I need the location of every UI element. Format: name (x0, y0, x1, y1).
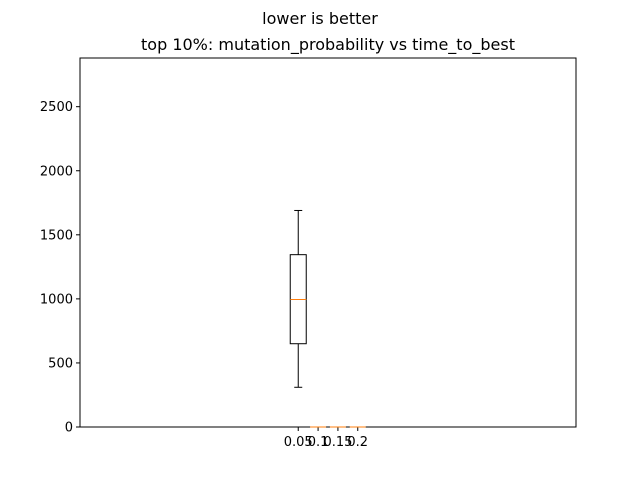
box-plot-series (289, 209, 366, 428)
y-tick-label: 2500 (40, 100, 73, 115)
x-axis: 0.050.10.150.2 (284, 427, 368, 450)
chart-suptitle: lower is better (262, 9, 378, 28)
y-tick-label: 1000 (40, 292, 73, 307)
x-tick-label: 0.1 (308, 435, 329, 450)
y-tick-label: 500 (48, 356, 73, 371)
x-tick-label: 0.2 (347, 435, 368, 450)
x-tick-label: 0.05 (284, 435, 313, 450)
y-tick-label: 0 (65, 421, 73, 436)
y-tick-label: 1500 (40, 228, 73, 243)
x-tick-label: 0.15 (323, 435, 352, 450)
chart-title: top 10%: mutation_probability vs time_to… (141, 35, 515, 55)
plot-area-frame (79, 57, 577, 428)
y-tick-label: 2000 (40, 164, 73, 179)
y-axis: 0 500 1000 1500 2000 2500 (40, 100, 80, 436)
